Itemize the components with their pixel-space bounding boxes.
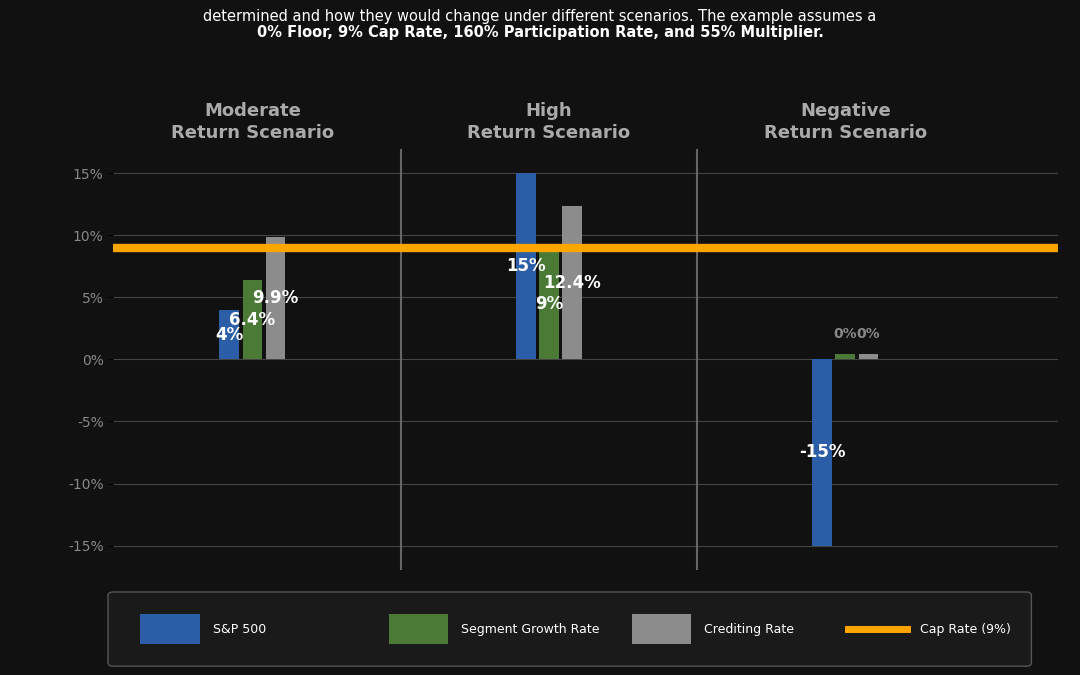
- Text: 0%: 0%: [856, 327, 880, 341]
- Text: -15%: -15%: [799, 443, 846, 462]
- Bar: [219, 310, 239, 359]
- Bar: [516, 173, 536, 359]
- Text: Segment Growth Rate: Segment Growth Rate: [461, 622, 599, 636]
- Text: 0% Floor, 9% Cap Rate, 160% Participation Rate, and 55% Multiplier.: 0% Floor, 9% Cap Rate, 160% Participatio…: [257, 26, 823, 40]
- Text: determined and how they would change under different scenarios. The example assu: determined and how they would change und…: [203, 9, 877, 24]
- Bar: [859, 354, 878, 359]
- Text: Cap Rate (9%): Cap Rate (9%): [920, 622, 1011, 636]
- Bar: [563, 206, 582, 359]
- Text: 12.4%: 12.4%: [543, 273, 600, 292]
- Text: High
Return Scenario: High Return Scenario: [468, 101, 631, 142]
- Text: Crediting Rate: Crediting Rate: [704, 622, 794, 636]
- Text: 4%: 4%: [215, 325, 243, 344]
- Text: Negative
Return Scenario: Negative Return Scenario: [764, 101, 927, 142]
- Text: 0%: 0%: [834, 327, 858, 341]
- Text: 6.4%: 6.4%: [229, 310, 275, 329]
- Bar: [836, 354, 855, 359]
- Bar: [539, 248, 558, 359]
- Bar: [812, 359, 832, 545]
- Text: S&P 500: S&P 500: [213, 622, 266, 636]
- Bar: [243, 280, 262, 359]
- Bar: [266, 237, 285, 359]
- Text: 9%: 9%: [535, 294, 563, 313]
- Text: Moderate
Return Scenario: Moderate Return Scenario: [171, 101, 334, 142]
- Text: 9.9%: 9.9%: [253, 289, 299, 307]
- Text: 15%: 15%: [505, 257, 545, 275]
